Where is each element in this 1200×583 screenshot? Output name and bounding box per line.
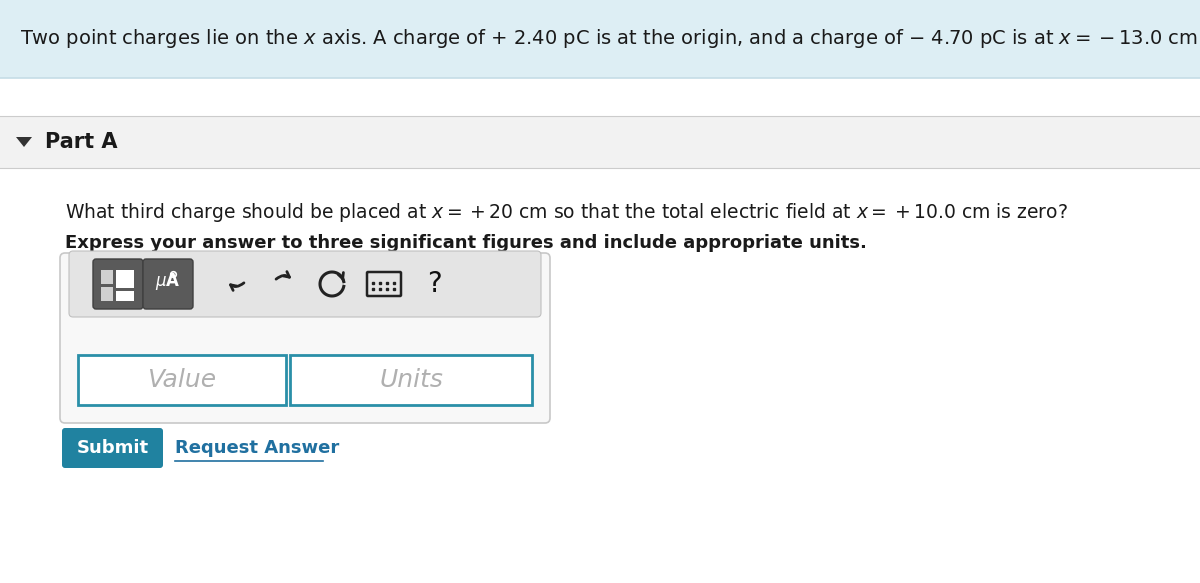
Text: Value: Value xyxy=(148,368,216,392)
Text: What third charge should be placed at $x = +20$ cm so that the total electric fi: What third charge should be placed at $x… xyxy=(65,202,1068,224)
FancyBboxPatch shape xyxy=(70,251,541,317)
FancyBboxPatch shape xyxy=(116,291,134,301)
FancyBboxPatch shape xyxy=(94,259,143,309)
FancyBboxPatch shape xyxy=(116,270,134,288)
FancyBboxPatch shape xyxy=(0,0,1200,78)
FancyBboxPatch shape xyxy=(0,116,1200,168)
Text: Units: Units xyxy=(379,368,443,392)
Text: Express your answer to three significant figures and include appropriate units.: Express your answer to three significant… xyxy=(65,234,866,252)
Text: $\mu$A: $\mu$A xyxy=(155,272,181,293)
FancyBboxPatch shape xyxy=(101,287,113,301)
FancyBboxPatch shape xyxy=(101,270,113,284)
FancyBboxPatch shape xyxy=(290,355,532,405)
Text: Two point charges lie on the $x$ axis. A charge of $+$ 2.40 pC is at the origin,: Two point charges lie on the $x$ axis. A… xyxy=(20,27,1200,51)
FancyBboxPatch shape xyxy=(60,253,550,423)
Text: Request Answer: Request Answer xyxy=(175,439,340,457)
Text: Submit: Submit xyxy=(77,439,149,457)
Polygon shape xyxy=(16,137,32,147)
Text: ?: ? xyxy=(427,270,442,298)
Text: Part A: Part A xyxy=(46,132,118,152)
FancyBboxPatch shape xyxy=(143,259,193,309)
FancyBboxPatch shape xyxy=(78,355,286,405)
FancyBboxPatch shape xyxy=(62,428,163,468)
